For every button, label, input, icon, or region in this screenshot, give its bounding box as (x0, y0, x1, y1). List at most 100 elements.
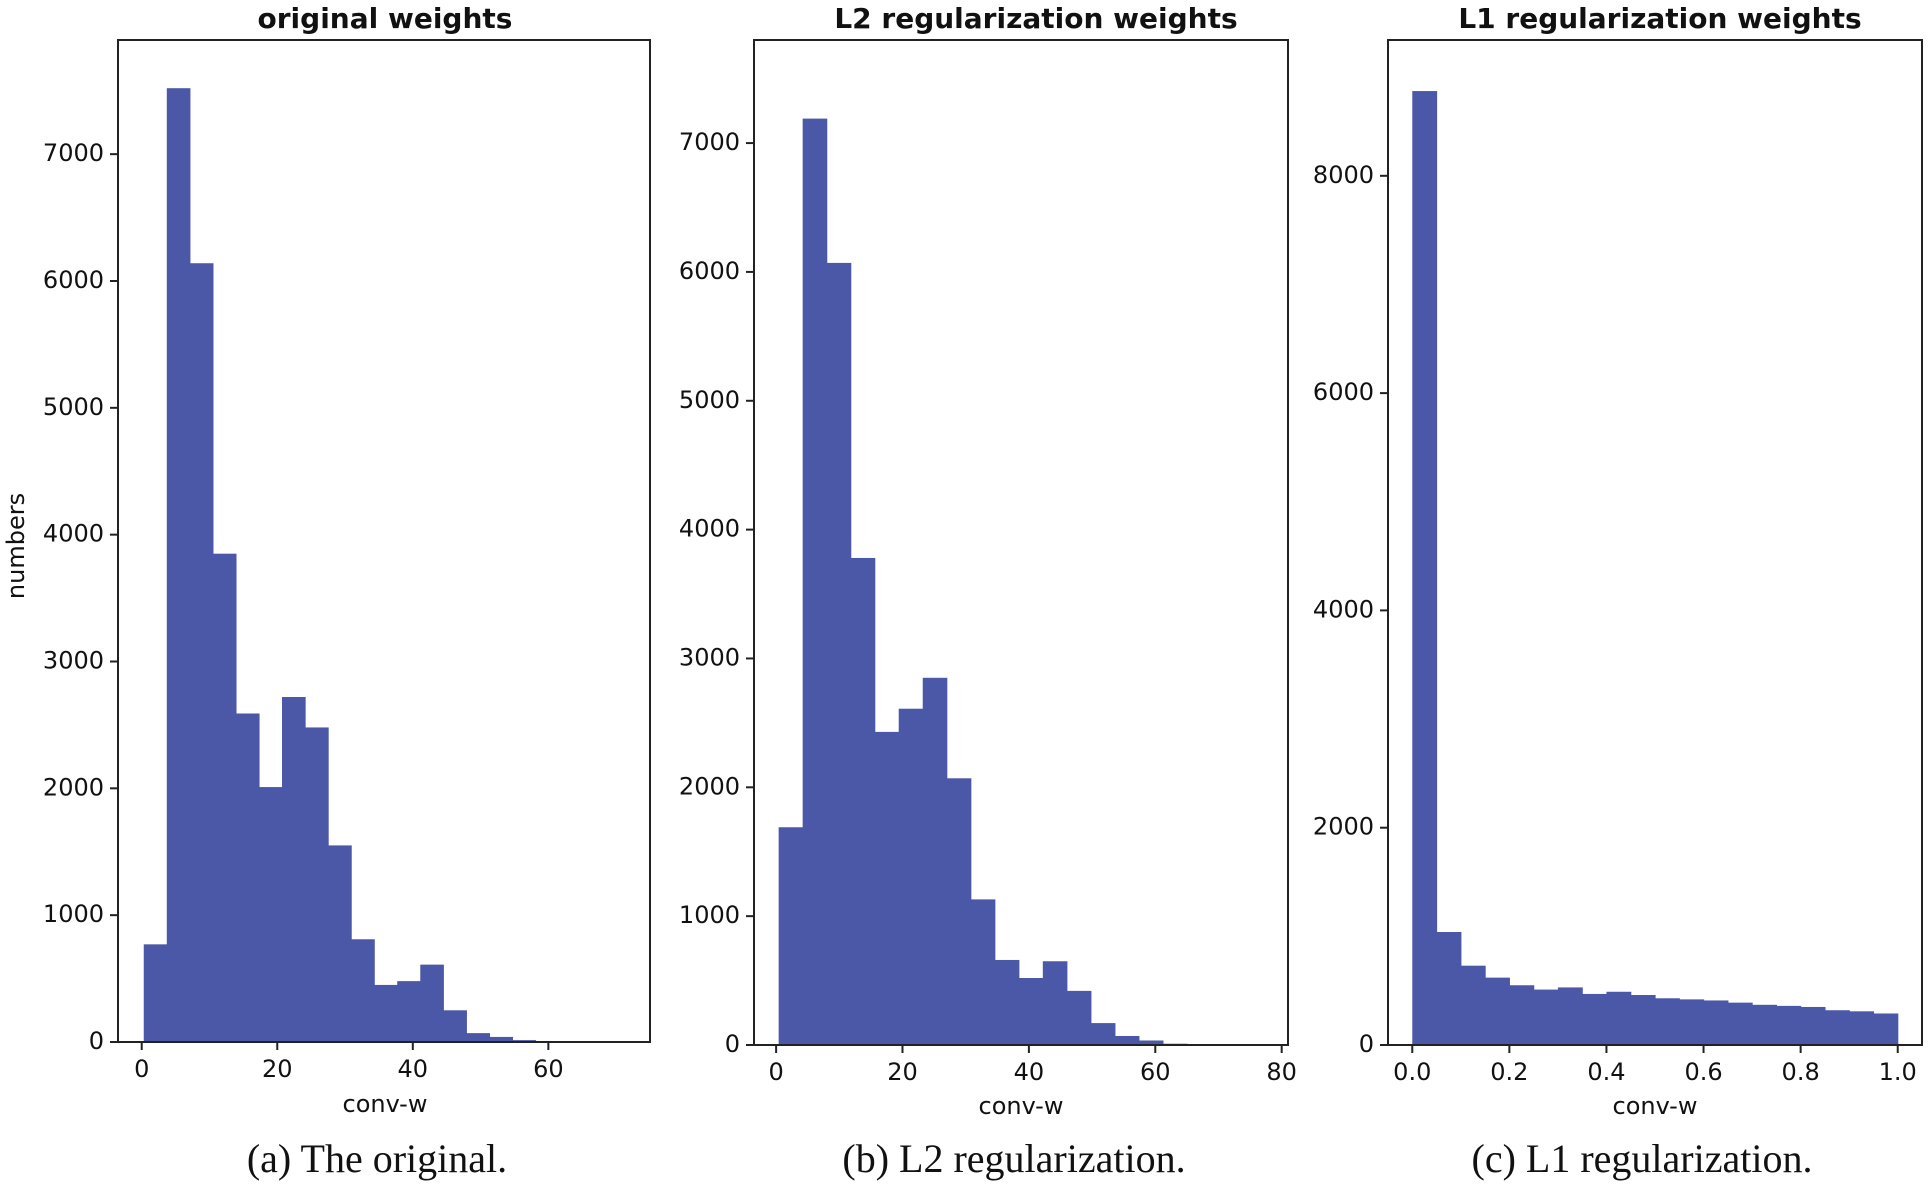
panel-b-xtick-label: 20 (887, 1058, 918, 1086)
panel-c-bar (1412, 91, 1438, 1045)
panel-a-bar (212, 553, 237, 1042)
panel-b-ytick-label: 4000 (679, 515, 740, 543)
panel-a-ytick-label: 4000 (43, 520, 104, 548)
panel-c-bar (1655, 998, 1680, 1045)
panel-b-x-axis: 0 20 40 60 80 (768, 1045, 1297, 1086)
panel-b-ytick-label: 7000 (679, 128, 740, 156)
panel-b-x-axis-label: conv-w (979, 1092, 1064, 1120)
panel-b-bar (994, 959, 1020, 1045)
panel-a-bar (166, 88, 191, 1042)
panel-c-ytick-label: 2000 (1313, 813, 1374, 841)
panel-b-bar (874, 731, 900, 1045)
panel-a-x-axis-label: conv-w (343, 1090, 428, 1118)
panel-c-plot-frame (1387, 39, 1923, 1046)
panel-c-ytick-label: 8000 (1313, 161, 1374, 189)
panel-c-bar (1849, 1011, 1875, 1045)
panel-b-ytick-label: 0 (725, 1030, 740, 1058)
panel-b-bar (1138, 1040, 1164, 1045)
panel-a-xtick-label: 60 (533, 1055, 564, 1083)
panel-b-bar (1114, 1035, 1140, 1045)
panel-c-bar (1436, 932, 1462, 1045)
panel-a-bar (235, 713, 260, 1042)
panel-c: L1 regularization weights 0 2000 4000 60… (1313, 2, 1923, 1181)
panel-a-ytick-label: 6000 (43, 266, 104, 294)
panel-c-bar (1606, 991, 1632, 1045)
panel-b-xtick-label: 80 (1266, 1058, 1297, 1086)
panel-c-bar (1703, 1000, 1729, 1045)
panel-a-bar (258, 787, 283, 1042)
panel-b-bar (970, 899, 996, 1045)
panel-c-bar (1873, 1013, 1899, 1045)
panel-c-bar (1630, 995, 1656, 1045)
panel-c-xtick-label: 0.6 (1684, 1058, 1722, 1086)
panel-a-x-axis: 0 20 40 60 (134, 1042, 564, 1083)
panel-a-bar (282, 697, 306, 1042)
panel-b-bar (1066, 990, 1092, 1045)
panel-b-bar (850, 557, 876, 1045)
panel-b-bar (778, 827, 804, 1045)
panel-c-bar (1533, 989, 1559, 1045)
panel-a-bar (374, 984, 398, 1042)
panel-c-bar (1460, 965, 1486, 1045)
panel-b: L2 regularization weights 0 1000 2000 30… (679, 2, 1297, 1181)
panel-a-bar (466, 1033, 490, 1042)
panel-a-xtick-label: 0 (134, 1055, 149, 1083)
panel-b-ytick-label: 2000 (679, 772, 740, 800)
panel-a-caption: (a) The original. (247, 1136, 507, 1181)
panel-a-y-axis-label: numbers (2, 493, 30, 599)
panel-a-ytick-label: 0 (89, 1027, 104, 1055)
panel-c-bar (1509, 985, 1535, 1045)
panel-a-xtick-label: 40 (398, 1055, 429, 1083)
panel-c-ytick-label: 0 (1359, 1030, 1374, 1058)
panel-c-x-axis: 0.0 0.2 0.4 0.6 0.8 1.0 (1393, 1045, 1917, 1086)
panel-b-bars (778, 118, 1236, 1046)
panel-c-caption: (c) L1 regularization. (1472, 1136, 1813, 1181)
panel-c-bar (1679, 999, 1705, 1045)
panel-a-bar (328, 845, 352, 1042)
panel-c-bar (1800, 1006, 1826, 1045)
panel-b-xtick-label: 0 (768, 1058, 783, 1086)
panel-a-bar (443, 1010, 467, 1042)
panel-b-title: L2 regularization weights (834, 2, 1237, 35)
panel-a-bar (420, 964, 444, 1042)
panel-a-ytick-label: 3000 (43, 646, 104, 674)
panel-a-bar (489, 1036, 514, 1042)
panel-c-title: L1 regularization weights (1458, 2, 1861, 35)
panel-c-bar (1557, 987, 1583, 1045)
panel-a-bars (143, 88, 606, 1043)
panel-b-ytick-label: 3000 (679, 643, 740, 671)
panel-c-ytick-label: 4000 (1313, 595, 1374, 623)
panel-b-bar (1042, 961, 1068, 1045)
panel-b-bar (802, 118, 828, 1046)
panel-a-bar (305, 727, 329, 1042)
panel-c-bar (1582, 993, 1608, 1045)
panel-c-xtick-label: 0.0 (1393, 1058, 1431, 1086)
panel-a-y-axis: 0 1000 2000 3000 4000 5000 6000 7000 (43, 139, 118, 1055)
panel-c-x-axis-label: conv-w (1613, 1092, 1698, 1120)
panel-b-y-axis: 0 1000 2000 3000 4000 5000 6000 7000 (679, 128, 754, 1058)
panel-a-bar (189, 263, 214, 1043)
panel-a-bar (143, 944, 168, 1042)
panel-c-xtick-label: 0.4 (1587, 1058, 1625, 1086)
panel-a-bar (397, 981, 421, 1042)
panel-a-bar (351, 939, 375, 1042)
panel-b-bar (1090, 1023, 1116, 1045)
panel-b-xtick-label: 40 (1014, 1058, 1045, 1086)
panel-a-ytick-label: 5000 (43, 393, 104, 421)
panel-c-y-axis: 0 2000 4000 6000 8000 (1313, 161, 1388, 1058)
panel-a-plot-frame (117, 39, 651, 1043)
panel-b-xtick-label: 60 (1140, 1058, 1171, 1086)
panel-b-caption: (b) L2 regularization. (842, 1136, 1185, 1181)
panel-a-ytick-label: 2000 (43, 773, 104, 801)
panel-c-bar (1485, 977, 1510, 1045)
panel-a-title: original weights (258, 2, 513, 35)
panel-c-bar (1776, 1005, 1802, 1045)
panel-c-bars (1412, 91, 1899, 1045)
panel-c-xtick-label: 0.8 (1782, 1058, 1820, 1086)
panel-c-xtick-label: 0.2 (1490, 1058, 1528, 1086)
panel-c-ytick-label: 6000 (1313, 378, 1374, 406)
panel-a-ytick-label: 7000 (43, 139, 104, 167)
panel-b-ytick-label: 5000 (679, 386, 740, 414)
panel-c-bar (1727, 1002, 1753, 1045)
panel-a: original weights 0 1000 2000 3000 4000 5… (2, 2, 651, 1181)
